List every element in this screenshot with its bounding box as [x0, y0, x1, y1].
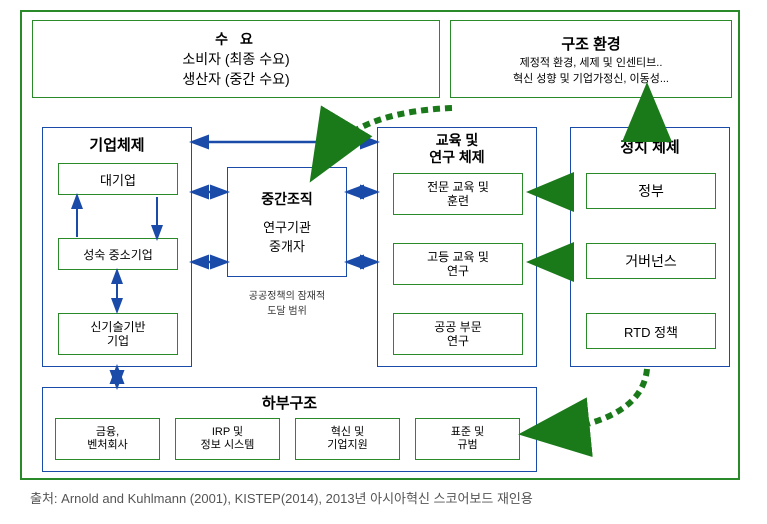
ntbf: 신기술기반 기업: [58, 313, 178, 355]
public-research: 공공 부문 연구: [393, 313, 523, 355]
demand-line1: 소비자 (최종 수요): [182, 49, 289, 69]
env-line2: 혁신 성향 및 기업가정신, 이동성...: [513, 70, 669, 86]
infra-standards: 표준 및규범: [415, 418, 520, 460]
environment-box: 구조 환경 제정적 환경, 세제 및 인센티브.. 혁신 성향 및 기업가정신,…: [450, 20, 732, 98]
env-line1: 제정적 환경, 세제 및 인센티브..: [520, 54, 663, 70]
prof-training: 전문 교육 및 훈련: [393, 173, 523, 215]
education-box: 교육 및 연구 체제 전문 교육 및 훈련 고등 교육 및 연구 공공 부문 연…: [377, 127, 537, 367]
government: 정부: [586, 173, 716, 209]
edu-title: 교육 및 연구 체제: [378, 132, 536, 166]
interm-title: 중간조직: [261, 189, 313, 209]
demand-box: 수 요 소비자 (최종 수요) 생산자 (중간 수요): [32, 20, 440, 98]
industrial-box: 기업체제 대기업 성숙 중소기업 신기술기반 기업: [42, 127, 192, 367]
mature-sme: 성숙 중소기업: [58, 238, 178, 270]
demand-title: 수 요: [215, 29, 257, 49]
scope-text: 공공정책의 잠재적 도달 범위: [227, 287, 347, 317]
higher-ed: 고등 교육 및 연구: [393, 243, 523, 285]
env-title: 구조 환경: [561, 33, 620, 54]
diagram-canvas: 수 요 소비자 (최종 수요) 생산자 (중간 수요) 구조 환경 제정적 환경…: [20, 10, 740, 480]
infra-box: 하부구조 금융,벤처회사 IRP 및정보 시스템 혁신 및기업지원 표준 및규범: [42, 387, 537, 472]
governance: 거버넌스: [586, 243, 716, 279]
infra-innov: 혁신 및기업지원: [295, 418, 400, 460]
rtd-policy: RTD 정책: [586, 313, 716, 349]
source-citation: 출처: Arnold and Kuhlmann (2001), KISTEP(2…: [30, 488, 533, 507]
political-box: 정치 체제 정부 거버넌스 RTD 정책: [570, 127, 730, 367]
infra-title: 하부구조: [43, 392, 536, 413]
demand-line2: 생산자 (중간 수요): [182, 69, 289, 89]
pol-title: 정치 체제: [571, 136, 729, 157]
interm-line2: 중개자: [269, 236, 305, 255]
intermediary-box: 중간조직 연구기관 중개자: [227, 167, 347, 277]
interm-line1: 연구기관: [263, 217, 311, 236]
industrial-title: 기업체제: [43, 134, 191, 155]
infra-finance: 금융,벤처회사: [55, 418, 160, 460]
infra-irp: IRP 및정보 시스템: [175, 418, 280, 460]
large-firm: 대기업: [58, 163, 178, 195]
